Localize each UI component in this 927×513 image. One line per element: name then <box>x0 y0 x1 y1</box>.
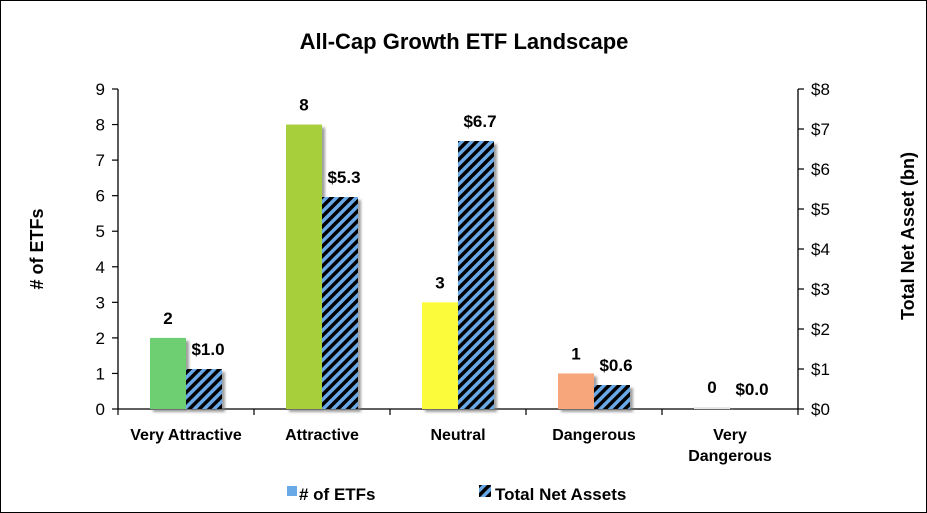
category-label: Very Attractive <box>130 427 242 444</box>
y-tick-label: 6 <box>96 187 105 206</box>
net-assets-label: $0.0 <box>735 380 768 399</box>
y2-tick-label: $2 <box>811 320 830 339</box>
category-label: Very <box>713 427 747 444</box>
legend: # of ETFs Total Net Assets <box>287 485 626 504</box>
y-axis-title: # of ETFs <box>27 208 47 289</box>
y-tick-label: 8 <box>96 116 105 135</box>
y2-tick-label: $4 <box>811 240 830 259</box>
net-assets-label: $0.6 <box>599 356 632 375</box>
net-assets-bar <box>186 369 222 409</box>
etf-count-label: 2 <box>163 309 172 328</box>
plot-area: 0 1 2 3 4 5 6 7 8 9 $0 $1 $2 $3 $4 $5 $6 $7 $8 Very Attract… <box>96 80 830 465</box>
net-assets-bar <box>322 197 358 409</box>
etf-count-bar <box>558 373 594 409</box>
net-assets-label: $1.0 <box>191 340 224 359</box>
net-assets-bar <box>458 141 494 409</box>
y-tick-label: 7 <box>96 151 105 170</box>
chart-title: All-Cap Growth ETF Landscape <box>300 29 629 54</box>
y-tick-label: 9 <box>96 80 105 99</box>
y2-tick-label: $7 <box>811 120 830 139</box>
category-label: Dangerous <box>688 448 772 465</box>
etf-count-label: 0 <box>707 378 716 397</box>
category-label: Neutral <box>430 427 485 444</box>
category-label: Attractive <box>285 427 359 444</box>
y-tick-label: 2 <box>96 329 105 348</box>
y2-tick-label: $5 <box>811 200 830 219</box>
y2-tick-label: $1 <box>811 360 830 379</box>
net-assets-label: $6.7 <box>463 112 496 131</box>
net-assets-label: $5.3 <box>327 168 360 187</box>
y-tick-label: 4 <box>96 258 105 277</box>
etf-count-bar <box>286 124 322 410</box>
etf-count-bar <box>694 407 730 409</box>
y2-tick-label: $0 <box>811 400 830 419</box>
etf-count-label: 8 <box>299 96 308 115</box>
net-assets-bar <box>594 385 630 409</box>
etf-count-label: 1 <box>571 344 580 363</box>
y-tick-label: 3 <box>96 293 105 312</box>
legend-swatch-etf-count <box>287 486 297 496</box>
etf-count-bar <box>150 337 186 409</box>
y2-tick-label: $6 <box>811 160 830 179</box>
y-tick-label: 0 <box>96 400 105 419</box>
category-label: Dangerous <box>552 427 636 444</box>
y-tick-label: 1 <box>96 364 105 383</box>
y2-tick-label: $3 <box>811 280 830 299</box>
y2-axis-title: Total Net Asset (bn) <box>898 152 918 320</box>
legend-label-etf-count: # of ETFs <box>299 485 376 504</box>
legend-swatch-net-assets <box>479 485 491 497</box>
legend-label-net-assets: Total Net Assets <box>495 485 626 504</box>
etf-count-bar <box>422 302 458 409</box>
etf-count-label: 3 <box>435 273 444 292</box>
y2-tick-label: $8 <box>811 80 830 99</box>
y-tick-label: 5 <box>96 222 105 241</box>
